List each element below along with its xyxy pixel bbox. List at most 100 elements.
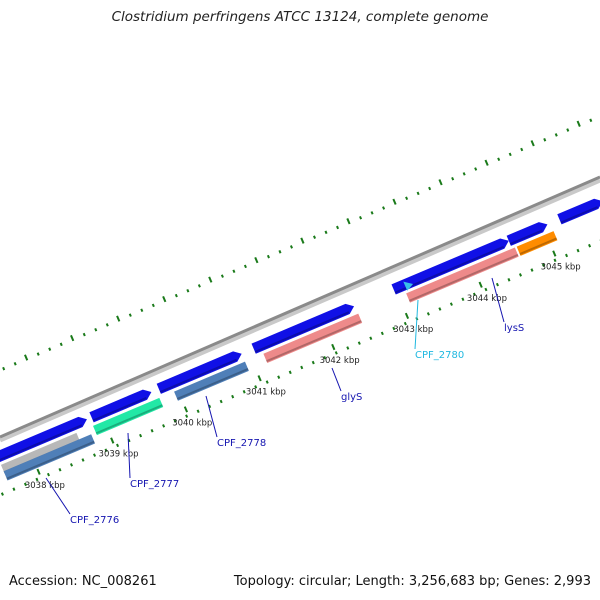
gene-label: lysS	[504, 323, 524, 334]
gc-tick-inner	[35, 477, 39, 482]
kbp-tick-label: 3045 kbp	[541, 263, 581, 273]
backbone	[0, 175, 600, 443]
forward-cds-arrow	[0, 416, 87, 462]
gc-tick-inner	[553, 258, 557, 263]
gene-leader-line	[205, 395, 218, 438]
forward-cds-arrow	[391, 238, 509, 295]
orf-aqua-bar	[93, 397, 164, 436]
gc-tick	[566, 128, 570, 132]
orf-grey-bar	[0, 432, 81, 475]
gc-tick-inner	[369, 336, 373, 341]
gc-tick-inner	[380, 331, 384, 336]
gc-tick-inner	[0, 492, 4, 496]
forward-cds-arrow-shade	[394, 245, 505, 294]
gc-tick-inner	[449, 302, 453, 306]
gc-tick-inner	[576, 248, 580, 253]
gc-tick	[520, 147, 524, 152]
gc-tick-inner	[426, 312, 430, 316]
gc-tick	[543, 138, 547, 142]
genome-summary-text: Topology: circular; Length: 3,256,683 bp…	[233, 574, 591, 589]
gc-tick-inner	[104, 448, 108, 453]
kbp-tick-label: 3038 kbp	[25, 481, 65, 491]
orf-steelblue-bar	[174, 361, 249, 401]
gc-tick-inner	[93, 453, 97, 457]
gc-tick-inner	[495, 282, 499, 287]
forward-cds-arrow-shade	[560, 206, 599, 224]
gene-leader-line	[331, 367, 342, 392]
gc-tick-inner	[185, 414, 189, 418]
gc-tick	[24, 354, 29, 361]
gc-tick	[220, 274, 224, 278]
gc-tick	[162, 295, 167, 303]
gc-tick-inner	[392, 326, 396, 331]
gc-tick	[186, 288, 190, 293]
gc-tick-inner	[46, 472, 50, 477]
kbp-tick-track: 3038 kbp 3039 kbp 3040 kbp 3041 kbp 3042 kbp…	[25, 250, 581, 491]
gc-tick	[346, 218, 351, 225]
gc-tick	[48, 347, 52, 351]
gc-tick-inner	[472, 292, 476, 297]
orf-steelblue-bar-shade	[6, 440, 95, 480]
kbp-tick-label: 3040 kbp	[172, 419, 212, 429]
kbp-tick	[404, 312, 410, 320]
gc-tick	[289, 245, 293, 249]
gc-tick-inner	[208, 404, 212, 409]
accession-text: Accession: NC_008261	[9, 574, 157, 589]
gc-tick-inner	[12, 487, 16, 491]
gc-tick	[300, 237, 305, 244]
gc-tick-inner	[150, 428, 154, 433]
gc-tick	[554, 133, 558, 137]
kbp-tick-label: 3044 kbp	[467, 294, 507, 304]
gc-tick	[392, 198, 397, 205]
gc-tick	[462, 172, 466, 176]
gc-tick-inner	[254, 385, 258, 389]
gene-label: CPF_2780	[415, 350, 464, 361]
gc-tick-inner	[116, 443, 120, 448]
orf-steelblue-bar-shade	[176, 368, 249, 400]
kbp-tick-label: 3042 kbp	[320, 356, 360, 366]
gc-tick	[105, 323, 109, 327]
gc-tick	[13, 362, 17, 366]
gc-tick-inner	[311, 360, 315, 365]
kbp-tick	[183, 406, 189, 413]
forward-cds-arrow	[557, 198, 600, 225]
gc-tick	[2, 366, 6, 371]
gc-tick	[174, 293, 178, 298]
gc-tick-inner	[334, 351, 338, 355]
orf-steelblue-bar	[3, 434, 96, 481]
gc-tick	[266, 254, 270, 259]
gc-tick	[59, 342, 63, 347]
gc-tick	[370, 211, 374, 215]
gc-tick-inner	[288, 370, 292, 375]
cds-track	[0, 198, 600, 462]
gc-tick	[359, 215, 363, 220]
kbp-tick-label: 3039 kbp	[99, 450, 139, 460]
gc-tick-inner	[58, 467, 62, 472]
gc-tick	[497, 157, 501, 162]
gc-tick-inner	[81, 458, 85, 462]
gc-tick	[197, 284, 201, 288]
gc-tick-inner	[23, 482, 27, 487]
gc-tick	[508, 152, 512, 157]
orf-orange-bar	[516, 231, 558, 256]
gc-tick-inner	[139, 433, 143, 438]
gc-tick-inner	[323, 355, 327, 360]
gc-tick-inner	[542, 263, 546, 267]
gc-tick	[324, 230, 328, 235]
gc-tick-inner	[231, 394, 235, 399]
kbp-tick	[331, 343, 336, 351]
gc-tick	[70, 334, 75, 342]
gene-leader-line	[414, 299, 419, 350]
orf-salmon-bar-shade	[266, 320, 362, 363]
gc-tick	[151, 303, 155, 308]
kbp-tick-label: 3043 kbp	[393, 325, 433, 335]
gc-tick	[128, 313, 132, 317]
gc-tick	[405, 196, 409, 201]
kbp-tick	[110, 437, 115, 444]
gc-tick-inner	[484, 287, 488, 292]
gc-tick	[208, 276, 213, 283]
gene-label-track: CPF_2776 CPF_2777 CPF_2778 glyS CPF_2780 lysS	[45, 277, 524, 526]
gc-tick	[232, 269, 236, 274]
forward-cds-arrow-shade	[0, 424, 83, 461]
